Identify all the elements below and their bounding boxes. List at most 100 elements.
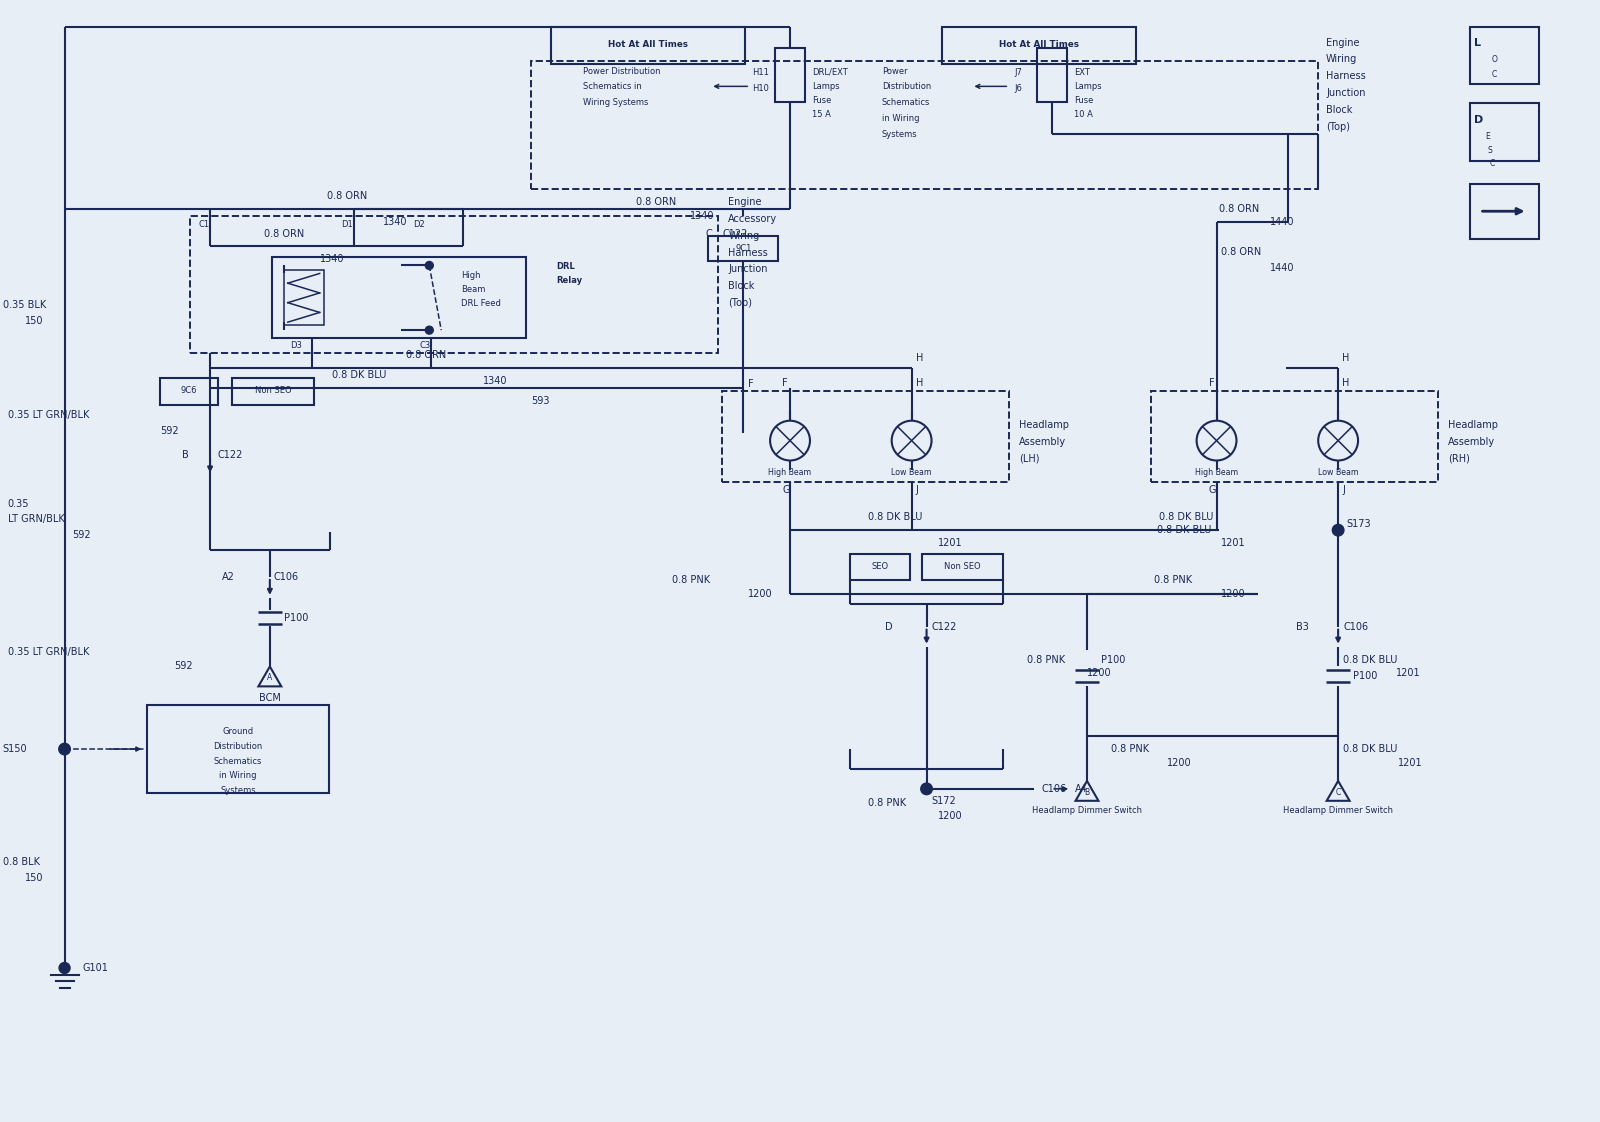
Text: H: H <box>915 353 923 364</box>
Text: D1: D1 <box>341 220 354 229</box>
Text: DRL/EXT: DRL/EXT <box>811 68 848 77</box>
Text: C122: C122 <box>218 450 243 460</box>
Text: 1201: 1201 <box>938 539 962 548</box>
Text: Junction: Junction <box>728 265 768 275</box>
Text: S173: S173 <box>1346 519 1371 530</box>
Text: Beam: Beam <box>461 285 485 294</box>
Text: High: High <box>461 270 480 279</box>
Bar <box>1470 103 1539 160</box>
Text: Power: Power <box>882 67 907 76</box>
Text: Harness: Harness <box>1326 72 1366 82</box>
Text: 592: 592 <box>160 425 179 435</box>
Text: C: C <box>706 229 712 239</box>
Text: 1340: 1340 <box>690 211 715 221</box>
Text: Schematics in: Schematics in <box>582 82 642 91</box>
Text: Wiring: Wiring <box>728 231 760 240</box>
Text: Relay: Relay <box>555 276 582 285</box>
Text: C: C <box>1336 788 1341 797</box>
Text: F: F <box>1208 378 1214 388</box>
Bar <box>922 554 1003 580</box>
Text: Block: Block <box>1326 105 1352 116</box>
Text: J: J <box>1342 486 1346 495</box>
Text: 0.8 PNK: 0.8 PNK <box>1154 574 1192 585</box>
Text: Power Distribution: Power Distribution <box>582 67 661 76</box>
Text: 15 A: 15 A <box>811 110 830 119</box>
Text: 592: 592 <box>174 662 194 671</box>
Text: 0.8 ORN: 0.8 ORN <box>1221 247 1261 257</box>
Text: (RH): (RH) <box>1448 453 1470 463</box>
Text: Engine: Engine <box>1326 37 1360 47</box>
Text: C: C <box>1490 159 1494 168</box>
Text: 1440: 1440 <box>1270 264 1294 274</box>
Circle shape <box>1333 524 1344 536</box>
Text: 1201: 1201 <box>1221 539 1245 548</box>
Text: 1200: 1200 <box>1086 669 1112 679</box>
Text: 10 A: 10 A <box>1074 110 1093 119</box>
Text: C122: C122 <box>931 622 957 632</box>
Bar <box>550 27 746 64</box>
Text: Hot At All Times: Hot At All Times <box>608 40 688 49</box>
Text: A2: A2 <box>222 572 235 582</box>
Text: J6: J6 <box>1014 84 1022 93</box>
Text: Low Beam: Low Beam <box>891 468 931 477</box>
Text: 0.8 DK BLU: 0.8 DK BLU <box>867 513 922 522</box>
Text: P100: P100 <box>283 613 309 623</box>
Text: 150: 150 <box>24 873 43 883</box>
Text: Harness: Harness <box>728 248 768 258</box>
Bar <box>1150 390 1438 482</box>
Text: Accessory: Accessory <box>728 213 778 223</box>
Text: 0.8 ORN: 0.8 ORN <box>406 350 446 360</box>
Circle shape <box>59 963 70 974</box>
Bar <box>1470 27 1539 84</box>
Text: 593: 593 <box>531 396 549 406</box>
Text: 0.8 DK BLU: 0.8 DK BLU <box>331 370 386 380</box>
Text: S: S <box>1488 146 1493 155</box>
Text: Low Beam: Low Beam <box>1318 468 1358 477</box>
Text: Assembly: Assembly <box>1448 436 1494 447</box>
Bar <box>147 706 328 793</box>
Text: DRL Feed: DRL Feed <box>461 298 501 307</box>
Bar <box>850 554 910 580</box>
Circle shape <box>426 327 434 334</box>
Bar <box>774 47 805 102</box>
Text: 0.8 BLK: 0.8 BLK <box>3 857 40 867</box>
Text: 0.35 LT GRN/BLK: 0.35 LT GRN/BLK <box>8 410 90 420</box>
Text: Headlamp: Headlamp <box>1019 420 1069 430</box>
Text: Block: Block <box>728 282 755 292</box>
Text: C: C <box>1491 70 1498 79</box>
Text: Lamps: Lamps <box>1074 82 1102 91</box>
Text: 0.8 ORN: 0.8 ORN <box>1219 204 1259 214</box>
Text: O: O <box>1491 55 1498 64</box>
Circle shape <box>920 783 933 794</box>
Text: 0.8 PNK: 0.8 PNK <box>672 574 710 585</box>
Text: S172: S172 <box>931 795 957 806</box>
Text: Assembly: Assembly <box>1019 436 1066 447</box>
Text: Headlamp: Headlamp <box>1448 420 1498 430</box>
Text: G: G <box>782 486 789 495</box>
Text: High Beam: High Beam <box>1195 468 1238 477</box>
Text: Hot At All Times: Hot At All Times <box>998 40 1078 49</box>
Text: BCM: BCM <box>259 693 280 703</box>
Text: 1340: 1340 <box>320 254 344 264</box>
Text: EXT: EXT <box>1074 68 1090 77</box>
Text: J: J <box>915 486 918 495</box>
Text: H: H <box>1342 353 1349 364</box>
Text: High Beam: High Beam <box>768 468 811 477</box>
Text: 1340: 1340 <box>483 376 507 386</box>
Text: H: H <box>1342 378 1349 388</box>
Text: 0.8 ORN: 0.8 ORN <box>326 191 366 201</box>
Text: Schematics: Schematics <box>214 756 262 765</box>
Text: 0.8 ORN: 0.8 ORN <box>635 196 675 206</box>
Text: Engine: Engine <box>728 196 762 206</box>
Text: 0.8 PNK: 0.8 PNK <box>1027 654 1066 664</box>
Text: A: A <box>267 673 272 682</box>
Text: Junction: Junction <box>1326 89 1366 99</box>
Text: H: H <box>915 378 923 388</box>
Text: F: F <box>782 378 787 388</box>
Text: Wiring: Wiring <box>1326 55 1357 64</box>
Bar <box>232 378 314 405</box>
Text: B3: B3 <box>1296 622 1309 632</box>
Text: in Wiring: in Wiring <box>219 772 256 781</box>
Bar <box>531 62 1318 188</box>
Text: 1200: 1200 <box>1221 589 1245 599</box>
